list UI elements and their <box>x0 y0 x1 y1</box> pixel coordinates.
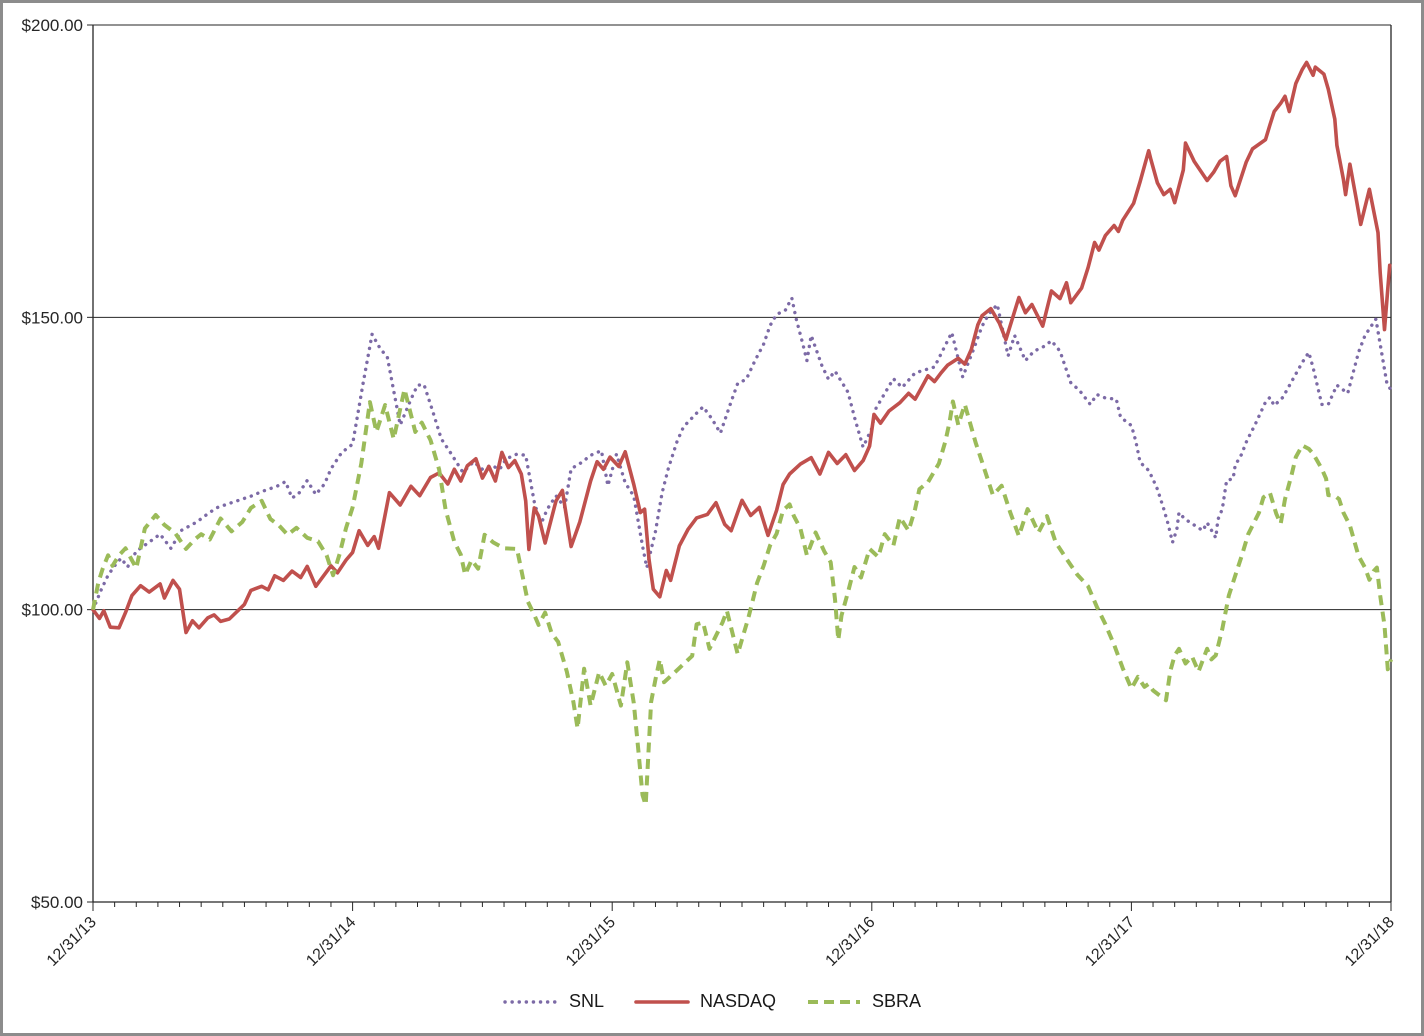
series-line-nasdaq <box>91 60 1392 635</box>
y-axis-label: $100.00 <box>22 601 83 620</box>
legend-sample-dashed-line <box>808 999 860 1004</box>
legend-sample-dotted-line <box>503 999 559 1004</box>
y-axis-label: $50.00 <box>31 893 83 912</box>
x-axis-label: 12/31/14 <box>303 914 359 970</box>
legend-label: SBRA <box>872 991 922 1011</box>
x-axis-label: 12/31/18 <box>1342 914 1398 970</box>
legend-sample-solid-line <box>634 999 690 1004</box>
y-axis-label: $150.00 <box>22 308 83 327</box>
x-axis-label: 12/31/16 <box>823 914 879 970</box>
legend-item-nasdaq: NASDAQ <box>634 991 776 1012</box>
chart-legend: SNL NASDAQ SBRA <box>3 991 1421 1012</box>
y-axis-label: $200.00 <box>22 16 83 35</box>
legend-item-sbra: SBRA <box>806 991 921 1012</box>
legend-label: SNL <box>568 991 604 1011</box>
plot-area: $200.00 $150.00 $100.00 $50.00 12/31/13 12/31… <box>22 16 1398 970</box>
x-axis-label: 12/31/17 <box>1082 914 1138 970</box>
legend-item-snl: SNL <box>503 991 604 1012</box>
x-axis-label: 12/31/13 <box>44 914 100 970</box>
series-line-snl <box>91 296 1393 612</box>
x-axis-label: 12/31/15 <box>563 914 619 970</box>
series-line-sbra <box>91 387 1393 807</box>
legend-label: NASDAQ <box>699 991 776 1011</box>
